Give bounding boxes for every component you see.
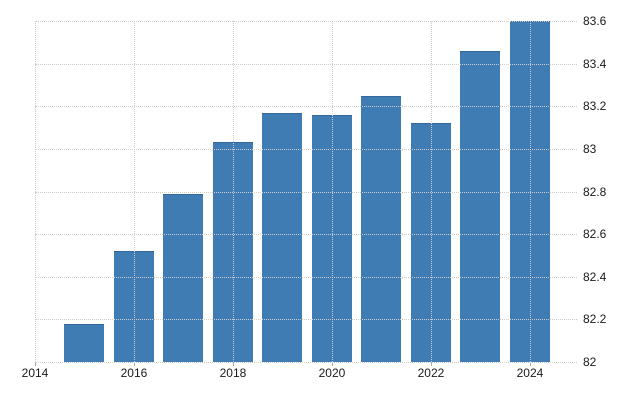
x-axis-tick-label: 2018 <box>219 366 247 380</box>
plot-area <box>35 21 577 363</box>
y-axis-tick-label: 83.2 <box>583 99 607 114</box>
horizontal-gridline <box>35 362 577 363</box>
bar-2015[interactable] <box>64 323 105 362</box>
horizontal-gridline <box>35 319 577 321</box>
y-axis-tick-label: 82 <box>583 355 597 369</box>
bar-2017[interactable] <box>163 193 204 362</box>
x-axis-tick-mark <box>529 362 531 366</box>
y-axis-tick-label: 82.8 <box>583 184 607 199</box>
y-axis-tick-label: 82.6 <box>583 227 607 242</box>
horizontal-gridline <box>35 148 577 150</box>
bar-2019[interactable] <box>262 112 303 362</box>
x-axis-tick-mark <box>430 362 432 366</box>
horizontal-gridline <box>35 234 577 236</box>
x-axis-tick-label: 2022 <box>417 366 445 380</box>
horizontal-gridline <box>35 106 577 108</box>
x-axis-tick-label: 2016 <box>120 366 148 380</box>
x-axis-tick-label: 2024 <box>516 366 544 380</box>
x-axis-tick-label: 2020 <box>318 366 346 380</box>
x-axis-tick-mark <box>232 362 234 366</box>
y-axis-tick-label: 82.4 <box>583 269 607 284</box>
bar-2023[interactable] <box>460 50 501 362</box>
vertical-gridline <box>133 21 135 362</box>
vertical-gridline <box>430 21 432 362</box>
vertical-gridline <box>331 21 333 362</box>
horizontal-gridline <box>35 21 577 22</box>
y-axis-tick-label: 82.2 <box>583 312 607 327</box>
vertical-gridline <box>529 21 531 362</box>
y-axis-tick-label: 83 <box>583 141 597 156</box>
x-axis-tick-label: 2014 <box>21 366 49 380</box>
bar-2021[interactable] <box>361 95 402 362</box>
x-axis-tick-mark <box>133 362 135 366</box>
vertical-gridline <box>35 21 36 362</box>
x-axis-tick-mark <box>35 362 36 366</box>
y-axis-tick-label: 83.4 <box>583 56 607 71</box>
x-axis-tick-mark <box>331 362 333 366</box>
horizontal-gridline <box>35 63 577 65</box>
y-axis-tick-label: 83.6 <box>583 14 607 28</box>
horizontal-gridline <box>35 276 577 278</box>
vertical-gridline <box>232 21 234 362</box>
horizontal-gridline <box>35 191 577 193</box>
